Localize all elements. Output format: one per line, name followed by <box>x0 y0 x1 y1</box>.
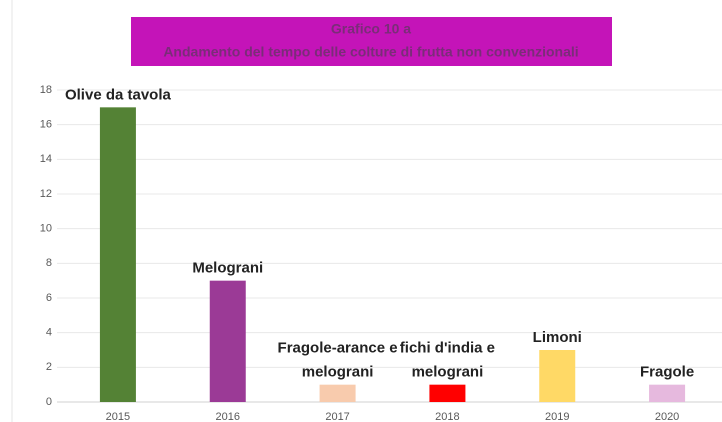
bar <box>429 384 466 402</box>
chart-title: Grafico 10 a <box>331 21 411 37</box>
y-tick-label: 18 <box>40 84 52 96</box>
x-tick-label: 2020 <box>655 411 679 422</box>
bar-label: Melograni <box>192 260 263 277</box>
bar <box>539 350 576 402</box>
chart-subtitle: Andamento del tempo delle colture di fru… <box>163 44 578 60</box>
y-tick-label: 8 <box>46 257 52 269</box>
bar <box>649 384 686 402</box>
bar <box>319 384 356 402</box>
y-tick-label: 10 <box>40 223 52 235</box>
bar-label: fichi d'india e <box>400 340 495 357</box>
x-tick-label: 2019 <box>545 411 569 422</box>
x-tick-label: 2015 <box>106 411 130 422</box>
y-tick-label: 4 <box>46 327 52 339</box>
x-tick-label: 2018 <box>435 411 459 422</box>
y-tick-label: 2 <box>46 361 52 373</box>
bar-label: Limoni <box>533 329 582 346</box>
x-tick-label: 2016 <box>216 411 240 422</box>
bar-label: Fragole <box>640 364 694 381</box>
y-tick-label: 0 <box>46 396 52 408</box>
y-tick-label: 16 <box>40 119 52 131</box>
bar-label: Fragole-arance e <box>278 340 398 357</box>
x-tick-label: 2017 <box>325 411 349 422</box>
y-tick-label: 14 <box>40 153 52 165</box>
bar-label: melograni <box>302 364 374 381</box>
title-box <box>131 17 612 66</box>
bar-label: Olive da tavola <box>65 86 172 103</box>
bar <box>99 107 136 402</box>
bar <box>209 280 246 402</box>
y-tick-label: 6 <box>46 292 52 304</box>
y-tick-label: 12 <box>40 188 52 200</box>
bar-label: melograni <box>412 364 484 381</box>
